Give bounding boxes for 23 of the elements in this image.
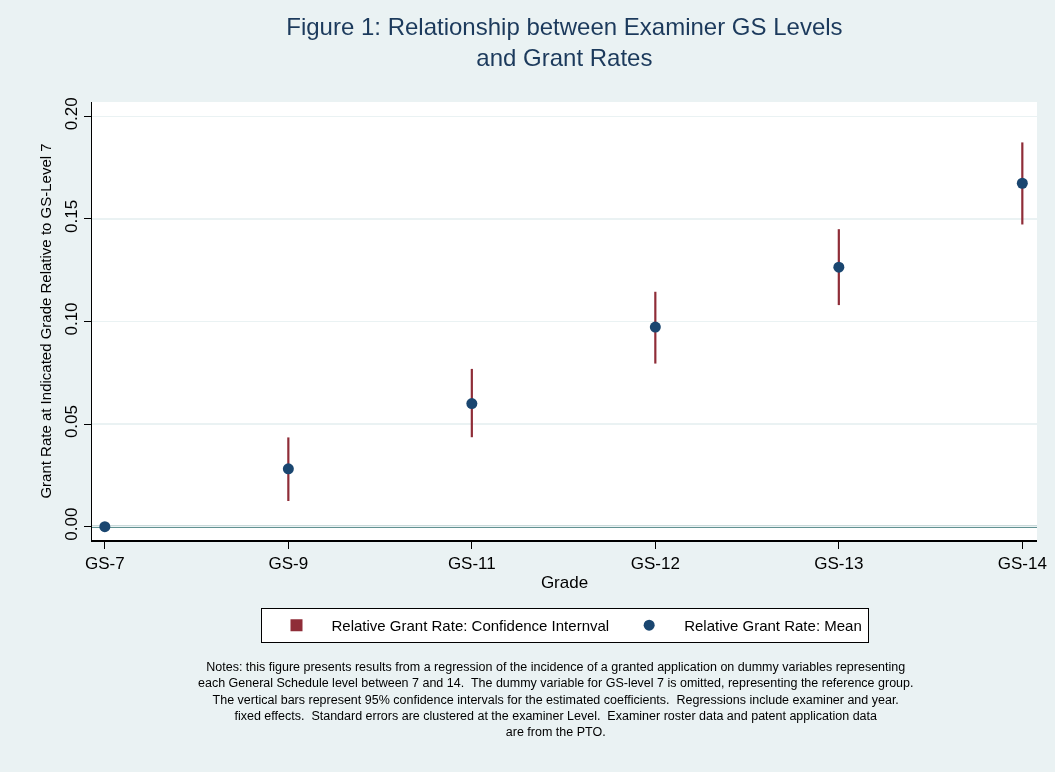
y-tick-label: 0.10	[61, 302, 81, 336]
x-tick-label: GS-11	[447, 553, 496, 573]
point	[99, 521, 111, 533]
y-tick-label: 0.00	[61, 507, 81, 541]
y-tick-label: 0.20	[61, 97, 81, 131]
x-tick-label: GS-9	[268, 553, 309, 573]
point	[466, 398, 478, 410]
x-tick-label: GS-14	[997, 553, 1047, 573]
chart-title: Figure 1: Relationship between Examiner GS Levels and Grant Rates	[286, 12, 843, 71]
x-axis-title: Grade	[540, 573, 589, 593]
x-tick-label: GS-12	[630, 553, 680, 573]
y-tick-label: 0.05	[61, 404, 81, 439]
text: Notes: this figure presents results from a regression of the incidence of a granted application on dummy variables representing each General Schedule level between 7 and 14. The dummy variable for GS-level 7 is omitted, representing the reference group. The vertical bars represent 95% confidence intervals for the estimated coefficients. Regressions include examiner and year. fixed effects. Standard errors are clustered at the examiner Level. Examiner roster data and patent application data are from the PTO.	[198, 660, 914, 739]
x-tick-label: GS-13	[814, 553, 864, 573]
y-axis-title: Grant Rate at Indicated Grade Relative to GS-Level 7	[37, 143, 55, 499]
y-tick-label: 0.15	[61, 199, 81, 233]
point	[282, 463, 294, 475]
point	[833, 261, 845, 273]
x-tick-label: GS-7	[85, 553, 125, 573]
point	[649, 321, 661, 333]
legend-label: Relative Grant Rate: Mean	[684, 616, 862, 634]
legend-label: Relative Grant Rate: Confidence Internval	[331, 616, 610, 634]
point	[1016, 177, 1028, 189]
